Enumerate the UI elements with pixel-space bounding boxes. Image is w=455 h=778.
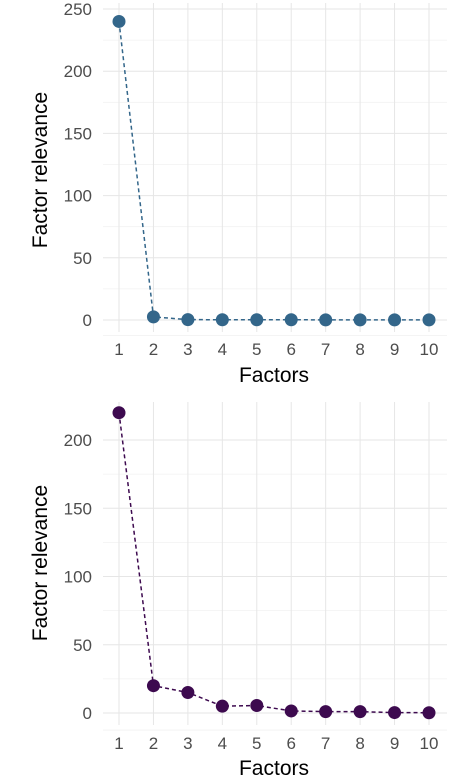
data-point bbox=[422, 706, 436, 720]
data-point bbox=[215, 699, 229, 713]
y-tick-label: 100 bbox=[64, 568, 92, 587]
data-point bbox=[388, 313, 402, 327]
y-tick-label: 0 bbox=[83, 311, 92, 330]
data-point bbox=[388, 706, 402, 720]
x-axis-title: Factors bbox=[239, 757, 309, 778]
x-tick-label: 3 bbox=[183, 734, 192, 753]
data-point bbox=[112, 406, 126, 420]
data-point bbox=[181, 686, 195, 700]
x-axis-title: Factors bbox=[239, 364, 309, 387]
x-tick-label: 6 bbox=[286, 340, 295, 359]
data-point bbox=[250, 698, 264, 712]
data-point bbox=[284, 313, 298, 327]
x-tick-label: 5 bbox=[252, 340, 261, 359]
y-tick-label: 200 bbox=[64, 431, 92, 450]
series-line bbox=[118, 412, 430, 714]
y-tick-label: 50 bbox=[73, 249, 92, 268]
data-point bbox=[353, 313, 367, 327]
data-point bbox=[181, 313, 195, 327]
data-point bbox=[319, 705, 333, 719]
y-axis-title: Factor relevance bbox=[29, 485, 52, 641]
x-tick-label: 8 bbox=[355, 734, 364, 753]
data-point bbox=[146, 679, 160, 693]
grid bbox=[103, 402, 447, 731]
data-point bbox=[215, 313, 229, 327]
y-tick-label: 150 bbox=[64, 124, 92, 143]
data-point bbox=[112, 14, 126, 28]
y-tick-label: 200 bbox=[64, 62, 92, 81]
x-tick-label: 10 bbox=[420, 734, 439, 753]
x-tick-label: 4 bbox=[218, 734, 227, 753]
x-tick-label: 7 bbox=[321, 734, 330, 753]
x-tick-label: 9 bbox=[390, 340, 399, 359]
x-tick-label: 4 bbox=[218, 340, 227, 359]
x-tick-label: 7 bbox=[321, 340, 330, 359]
panel-1: 0 50 100 150 200 250 1 2 3 4 5 6 7 8 9 10 Factors Factor … bbox=[29, 0, 447, 387]
data-point bbox=[250, 313, 264, 327]
y-tick-label: 50 bbox=[73, 636, 92, 655]
x-tick-label: 5 bbox=[252, 734, 261, 753]
y-tick-label: 100 bbox=[64, 187, 92, 206]
grid bbox=[103, 3, 447, 336]
x-tick-label: 2 bbox=[149, 340, 158, 359]
x-tick-label: 3 bbox=[183, 340, 192, 359]
y-tick-label: 250 bbox=[64, 0, 92, 19]
y-tick-label: 150 bbox=[64, 499, 92, 518]
x-tick-label: 8 bbox=[355, 340, 364, 359]
x-tick-label: 1 bbox=[114, 734, 123, 753]
series-line bbox=[118, 21, 429, 321]
y-tick-label: 0 bbox=[83, 704, 92, 723]
x-tick-label: 1 bbox=[114, 340, 123, 359]
x-tick-label: 6 bbox=[286, 734, 295, 753]
data-point bbox=[319, 313, 333, 327]
data-point bbox=[422, 313, 436, 327]
x-tick-label: 9 bbox=[390, 734, 399, 753]
x-tick-label: 10 bbox=[420, 340, 439, 359]
panel-2: 0 50 100 150 200 1 2 3 4 5 6 7 8 9 10 Factors Factor rel… bbox=[29, 402, 447, 778]
y-axis-title: Factor relevance bbox=[29, 92, 52, 248]
data-point bbox=[284, 704, 298, 718]
x-tick-label: 2 bbox=[149, 734, 158, 753]
data-point bbox=[353, 705, 367, 719]
data-point bbox=[146, 310, 160, 324]
